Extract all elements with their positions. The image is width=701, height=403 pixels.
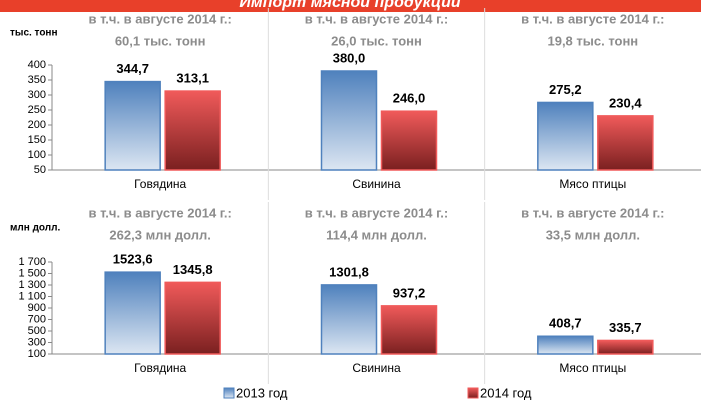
- x-tick-label: Мясо птицы: [559, 177, 626, 191]
- value-label: 275,2: [549, 82, 582, 97]
- bar: [320, 70, 378, 171]
- y-tick-label: 300: [28, 89, 46, 101]
- legend-label: 2013 год: [236, 385, 288, 400]
- y-axis-label: тыс. тонн: [10, 28, 58, 39]
- value-label: 344,7: [116, 61, 149, 76]
- y-tick-label: 400: [28, 59, 46, 71]
- y-tick-label: 200: [28, 119, 46, 131]
- y-tick-label: 250: [28, 104, 46, 116]
- value-label: 408,7: [549, 316, 582, 331]
- bar: [104, 271, 161, 355]
- annotation: в т.ч. в августе 2014 г.:: [88, 205, 231, 220]
- bar: [164, 281, 221, 355]
- y-tick-label: 700: [28, 313, 46, 325]
- x-tick-label: Свинина: [352, 177, 401, 191]
- value-label: 230,4: [609, 95, 642, 110]
- x-tick-label: Мясо птицы: [559, 361, 626, 375]
- value-label: 335,7: [609, 320, 642, 335]
- value-label: 1345,8: [173, 262, 213, 277]
- value-label: 313,1: [176, 71, 209, 86]
- x-tick-label: Свинина: [352, 361, 401, 375]
- y-tick-label: 150: [28, 134, 46, 146]
- annotation: 26,0 тыс. тонн: [331, 33, 422, 48]
- legend-label: 2014 год: [480, 385, 532, 400]
- title-banner: [0, 0, 701, 12]
- y-tick-label: 500: [28, 325, 46, 337]
- value-label: 1301,8: [329, 264, 369, 279]
- bar: [597, 115, 654, 171]
- y-tick-label: 1 300: [18, 279, 46, 291]
- value-label: 937,2: [393, 285, 426, 300]
- annotation: 60,1 тыс. тонн: [115, 33, 206, 48]
- bar: [104, 80, 161, 171]
- y-tick-label: 1 700: [18, 256, 46, 268]
- value-label: 1523,6: [113, 252, 153, 267]
- y-tick-label: 50: [34, 164, 46, 176]
- value-label: 380,0: [333, 50, 366, 65]
- bar: [380, 305, 438, 355]
- bar: [164, 90, 221, 171]
- legend-swatch: [223, 387, 235, 399]
- y-tick-label: 1 500: [18, 267, 46, 279]
- bar: [597, 339, 654, 355]
- x-tick-label: Говядина: [134, 177, 186, 191]
- annotation: 33,5 млн долл.: [546, 227, 640, 242]
- annotation: в т.ч. в августе 2014 г.:: [305, 205, 448, 220]
- y-tick-label: 350: [28, 74, 46, 86]
- legend-swatch: [467, 387, 479, 399]
- bar: [380, 110, 438, 171]
- bar: [320, 284, 378, 355]
- annotation: 19,8 тыс. тонн: [547, 33, 638, 48]
- annotation: в т.ч. в августе 2014 г.:: [521, 11, 664, 26]
- y-tick-label: 1 100: [18, 290, 46, 302]
- annotation: 262,3 млн долл.: [109, 227, 210, 242]
- annotation: в т.ч. в августе 2014 г.:: [88, 11, 231, 26]
- y-tick-label: 100: [28, 348, 46, 360]
- annotation: в т.ч. в августе 2014 г.:: [521, 205, 664, 220]
- annotation: 114,4 млн долл.: [326, 227, 427, 242]
- y-tick-label: 300: [28, 336, 46, 348]
- chart-title: Импорт мясной продукции: [239, 0, 460, 11]
- annotation: в т.ч. в августе 2014 г.:: [305, 11, 448, 26]
- y-tick-label: 100: [28, 149, 46, 161]
- bar: [537, 101, 594, 171]
- y-tick-label: 900: [28, 302, 46, 314]
- bar: [537, 335, 594, 355]
- x-tick-label: Говядина: [134, 361, 186, 375]
- y-axis-label: млн долл.: [10, 223, 60, 234]
- value-label: 246,0: [393, 91, 426, 106]
